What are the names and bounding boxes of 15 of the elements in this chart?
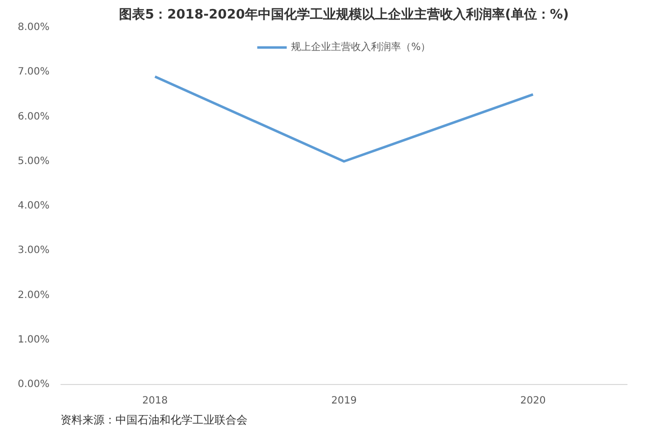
- x-tick-label: 2018: [142, 396, 168, 406]
- x-tick-label: 2019: [331, 396, 357, 406]
- y-tick-label: 0.00%: [18, 379, 50, 390]
- y-tick-label: 6.00%: [18, 111, 50, 122]
- y-tick-label: 1.00%: [18, 334, 50, 346]
- legend-label: 规上企业主营收入利润率（%）: [291, 40, 431, 54]
- chart-title: 图表5：2018-2020年中国化学工业规模以上企业主营收入利润率(单位：%): [119, 6, 569, 22]
- x-tick-label: 2020: [520, 396, 546, 406]
- text: 资料来源：中国石油和化学工业联合会: [60, 414, 248, 426]
- y-tick-label: 8.00%: [18, 22, 50, 33]
- y-tick-label: 3.00%: [18, 245, 50, 256]
- y-tick-label: 2.00%: [18, 290, 50, 301]
- y-tick-label: 5.00%: [18, 156, 50, 167]
- y-tick-label: 4.00%: [18, 200, 50, 212]
- y-tick-label: 7.00%: [18, 66, 50, 78]
